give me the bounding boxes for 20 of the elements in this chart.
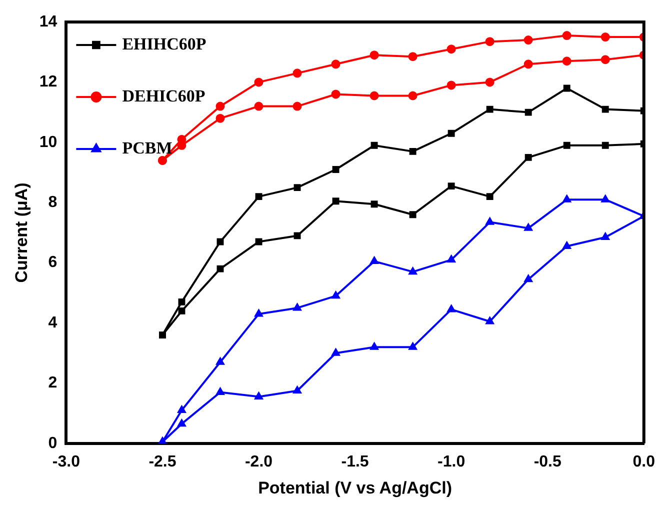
y-axis-title: Current (μA) [12,182,31,283]
x-tick-label: -2.5 [148,453,176,470]
y-tick-label: 10 [39,134,58,151]
y-tick-label: 12 [39,74,58,91]
x-tick-label: -1.5 [341,453,369,470]
x-tick-label: -2.0 [244,453,273,470]
x-axis-title: Potential (V vs Ag/AgCl) [258,478,452,498]
x-tick-label: 0.0 [632,453,656,470]
y-tick-label: 14 [39,13,58,30]
y-tick-label: 0 [48,434,58,452]
y-tick-label: 6 [48,254,58,272]
legend-label: PCBM [122,138,172,158]
y-tick-label: 8 [48,194,58,212]
x-tick-label: -1.0 [438,453,466,470]
legend-label: EHIHC60P [122,34,206,54]
x-tick-label: -0.5 [534,453,562,470]
x-tick-label: -3.0 [52,453,80,470]
legend-label: DEHIC60P [122,86,206,106]
y-tick-label: 4 [48,314,58,332]
y-tick-label: 2 [48,374,58,392]
